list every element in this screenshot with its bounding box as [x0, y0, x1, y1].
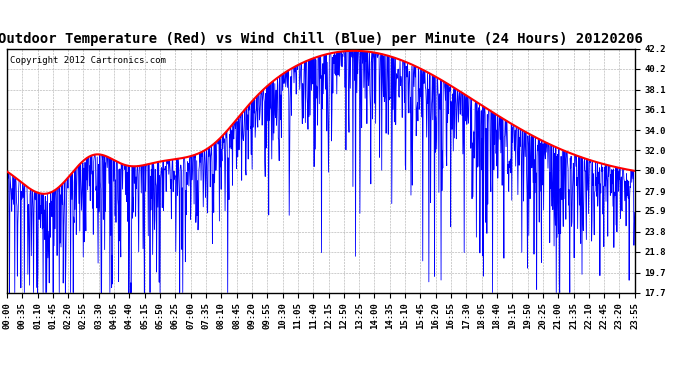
Title: Outdoor Temperature (Red) vs Wind Chill (Blue) per Minute (24 Hours) 20120206: Outdoor Temperature (Red) vs Wind Chill … — [0, 32, 643, 46]
Text: Copyright 2012 Cartronics.com: Copyright 2012 Cartronics.com — [10, 56, 166, 65]
